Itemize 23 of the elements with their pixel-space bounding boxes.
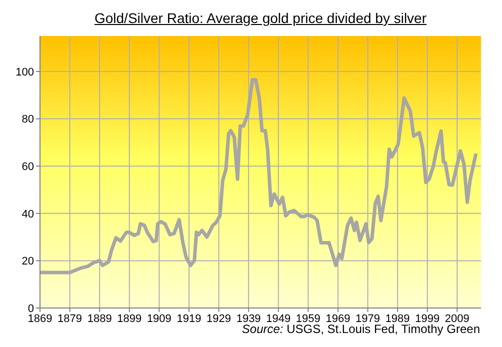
x-tick-label: 1959 — [296, 312, 320, 325]
x-tick-label: 1919 — [176, 312, 202, 325]
x-tick-label: 1989 — [385, 312, 410, 325]
y-tick-label: 60 — [22, 160, 34, 173]
x-tick-label: 1869 — [28, 312, 52, 325]
x-tick-label: 1979 — [356, 312, 380, 325]
x-tick-label: 1949 — [266, 312, 291, 325]
source-note: Source: USGS, St.Louis Fed, Timothy Green — [242, 322, 480, 336]
x-tick-label: 1879 — [58, 312, 82, 325]
x-tick-label: 1889 — [87, 312, 112, 325]
x-tick-label: 1899 — [117, 312, 142, 325]
y-tick-label: 100 — [16, 66, 34, 78]
y-tick-label: 40 — [22, 208, 34, 220]
x-tick-label: 1999 — [415, 312, 440, 325]
x-tick-label: 1939 — [236, 312, 261, 325]
x-tick-label: 1909 — [146, 312, 172, 325]
x-tick-label: 1929 — [206, 312, 232, 325]
chart-title: Gold/Silver Ratio: Average gold price divided by silver — [93, 10, 428, 26]
y-tick-label: 20 — [22, 256, 34, 268]
x-tick-label: 2009 — [444, 312, 470, 325]
y-tick-label: 0 — [28, 302, 34, 315]
y-tick-label: 80 — [22, 114, 34, 126]
x-tick-label: 1969 — [326, 312, 350, 325]
